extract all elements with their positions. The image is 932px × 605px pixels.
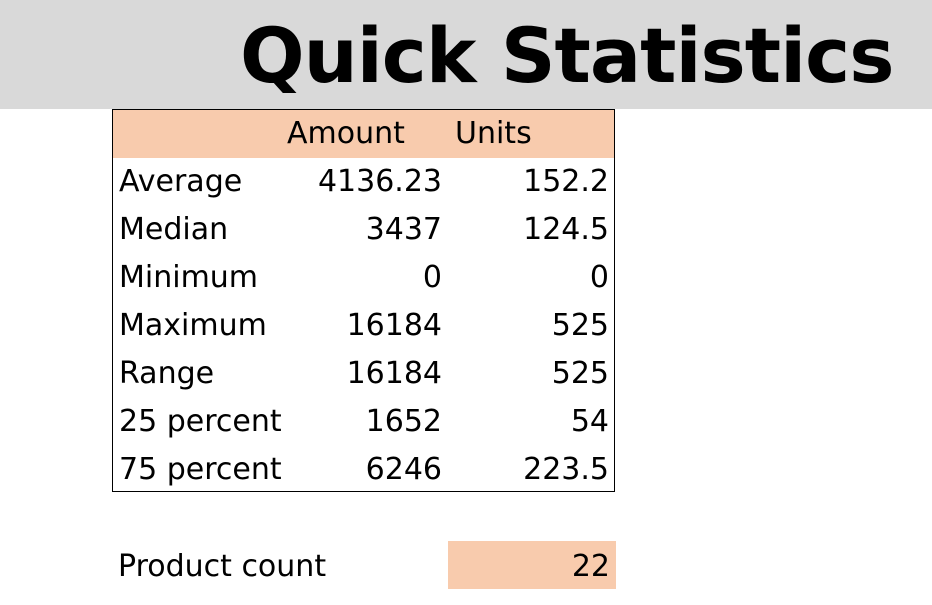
statistics-table: Amount Units Average 4136.23 152.2 Media… [112,109,615,492]
amount-cell: 4136.23 [317,164,442,199]
table-row: Average 4136.23 152.2 [113,158,614,206]
units-cell: 0 [589,260,609,295]
amount-cell: 6246 [365,452,442,487]
table-row: 75 percent 6246 223.5 [113,446,614,494]
amount-cell: 16184 [346,356,442,391]
product-count-cell: 22 [448,541,616,589]
units-cell: 223.5 [523,452,609,487]
product-count-label: Product count [118,549,327,584]
amount-cell: 16184 [346,308,442,343]
units-cell: 525 [551,308,609,343]
page-title: Quick Statistics [240,11,894,100]
table-row: Minimum 0 0 [113,254,614,302]
product-count-value: 22 [571,549,610,584]
row-label: Median [119,212,229,247]
row-label: Maximum [119,308,267,343]
units-cell: 525 [551,356,609,391]
table-row: 25 percent 1652 54 [113,398,614,446]
row-label: Range [119,356,215,391]
table-row: Maximum 16184 525 [113,302,614,350]
table-header-row: Amount Units [113,110,614,158]
row-label: Minimum [119,260,259,295]
row-label: 25 percent [119,404,282,439]
title-band [0,0,932,109]
column-header-units: Units [455,116,532,151]
table-row: Range 16184 525 [113,350,614,398]
amount-cell: 1652 [365,404,442,439]
units-cell: 152.2 [523,164,609,199]
amount-cell: 3437 [365,212,442,247]
units-cell: 54 [570,404,609,439]
table-row: Median 3437 124.5 [113,206,614,254]
row-label: Average [119,164,243,199]
units-cell: 124.5 [523,212,609,247]
amount-cell: 0 [422,260,442,295]
row-label: 75 percent [119,452,282,487]
column-header-amount: Amount [287,116,405,151]
